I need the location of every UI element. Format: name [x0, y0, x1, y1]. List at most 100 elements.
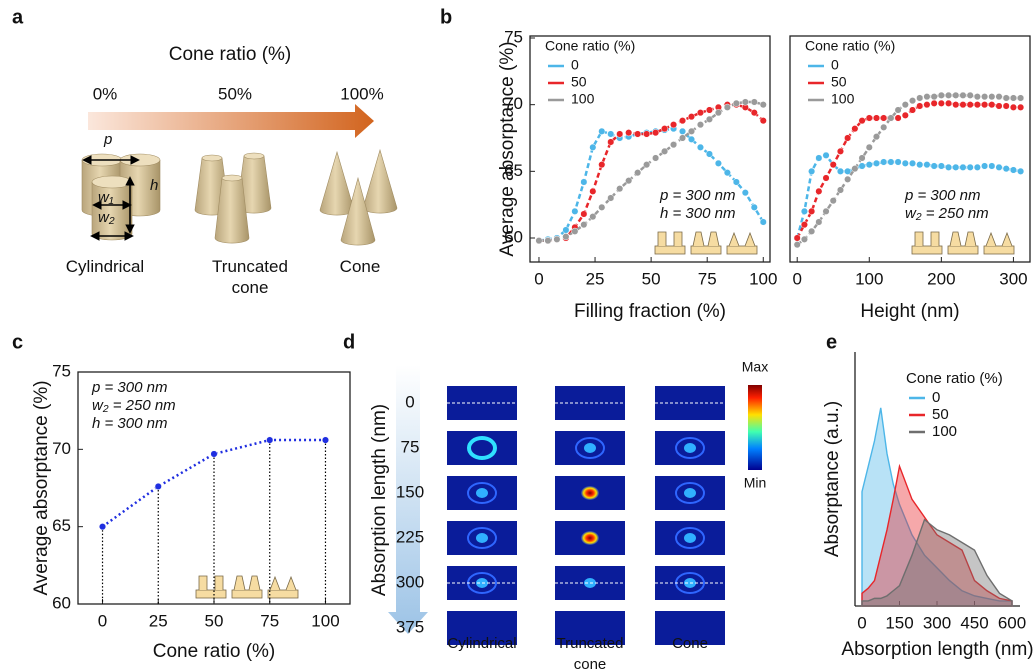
- marker: [995, 102, 1003, 110]
- marker: [988, 162, 996, 170]
- annotation: h = 300 nm: [92, 415, 167, 432]
- x-axis-label: Absorption length (nm): [841, 639, 1033, 660]
- marker: [759, 101, 767, 109]
- marker: [1002, 94, 1010, 102]
- marker: [1002, 102, 1010, 110]
- shape-caption: Cylindrical: [65, 257, 145, 276]
- marker: [562, 226, 570, 234]
- spot: [684, 488, 696, 498]
- marker: [652, 129, 660, 137]
- legend-title: Cone ratio (%): [545, 38, 635, 54]
- marker: [872, 133, 881, 141]
- series-line: [101, 438, 326, 528]
- ring: [675, 527, 705, 549]
- legend-label: 50: [571, 74, 587, 90]
- marker: [988, 101, 996, 109]
- marker: [580, 178, 588, 186]
- x-tick-label: 75: [698, 269, 717, 288]
- marker: [959, 91, 967, 99]
- icon-pillars: [269, 575, 297, 591]
- marker: [865, 161, 873, 169]
- marker: [894, 106, 902, 114]
- ring: [467, 527, 497, 549]
- marker: [894, 158, 902, 166]
- legend-title: Cone ratio (%): [906, 370, 1003, 387]
- icon-base: [911, 245, 943, 255]
- y-tick-label: 60: [504, 227, 523, 246]
- marker: [945, 99, 953, 107]
- spot: [684, 443, 696, 453]
- marker: [625, 129, 633, 137]
- marker: [1009, 166, 1017, 174]
- marker: [981, 93, 989, 101]
- solid-top: [243, 152, 265, 160]
- marker: [661, 147, 669, 155]
- x-tick-label: 0: [98, 611, 107, 630]
- x-tick-label: 100: [855, 269, 883, 288]
- icon-pillars: [233, 575, 261, 591]
- y-tick-label: 65: [504, 161, 523, 180]
- marker: [923, 93, 931, 101]
- x-tick-label: 300: [999, 269, 1027, 288]
- marker: [1017, 167, 1025, 175]
- marker: [571, 207, 579, 215]
- ring: [467, 436, 497, 460]
- marker: [901, 159, 909, 167]
- solid-top: [221, 174, 243, 182]
- marker: [858, 117, 866, 125]
- marker: [923, 101, 931, 109]
- marker: [589, 143, 597, 151]
- solid-body: [362, 148, 398, 214]
- marker: [589, 213, 597, 221]
- marker: [908, 97, 917, 105]
- y-axis-label: Absorptance (a.u.): [822, 401, 843, 557]
- dim-label: w₁: [98, 189, 114, 206]
- marker: [945, 163, 953, 171]
- arrow-tick: 100%: [340, 84, 383, 103]
- marker: [696, 109, 705, 117]
- colorbar-label: Max: [742, 359, 768, 375]
- arrow-tick: 50%: [218, 84, 252, 103]
- marker: [901, 111, 909, 119]
- marker: [607, 130, 615, 138]
- marker: [687, 127, 696, 135]
- x-tick-label: 0: [792, 269, 801, 288]
- marker: [714, 109, 722, 117]
- marker: [598, 203, 606, 211]
- icon-base: [690, 245, 722, 255]
- marker: [750, 109, 758, 117]
- marker: [923, 161, 931, 169]
- map-tile: [555, 611, 625, 645]
- marker: [687, 113, 696, 121]
- depth-tick-label: 375: [396, 617, 424, 636]
- x-tick-label: 100: [749, 269, 777, 288]
- area: [861, 407, 1013, 607]
- area: [861, 518, 1013, 607]
- icon-pillars: [914, 231, 940, 246]
- ratio-arrow: [88, 104, 374, 138]
- marker: [580, 210, 588, 218]
- marker: [800, 207, 808, 215]
- icon-pillars: [949, 231, 977, 247]
- icon-base: [654, 245, 686, 255]
- x-axis-label: Cone ratio (%): [153, 641, 276, 662]
- spot: [476, 533, 488, 543]
- marker: [589, 187, 597, 195]
- marker: [937, 91, 945, 99]
- marker: [544, 237, 552, 245]
- x-tick-label: 75: [260, 611, 279, 630]
- marker: [607, 194, 615, 202]
- depth-tick-label: 0: [405, 392, 414, 411]
- marker: [678, 127, 687, 135]
- marker: [1009, 103, 1017, 111]
- marker: [981, 162, 989, 170]
- marker: [887, 114, 895, 122]
- legend-label: 50: [932, 406, 949, 423]
- plot-frame: [789, 35, 1031, 263]
- icon-pillars: [728, 231, 756, 247]
- ring: [575, 437, 605, 459]
- map-caption: Cylindrical: [447, 635, 517, 652]
- marker: [872, 114, 881, 122]
- marker: [908, 159, 917, 167]
